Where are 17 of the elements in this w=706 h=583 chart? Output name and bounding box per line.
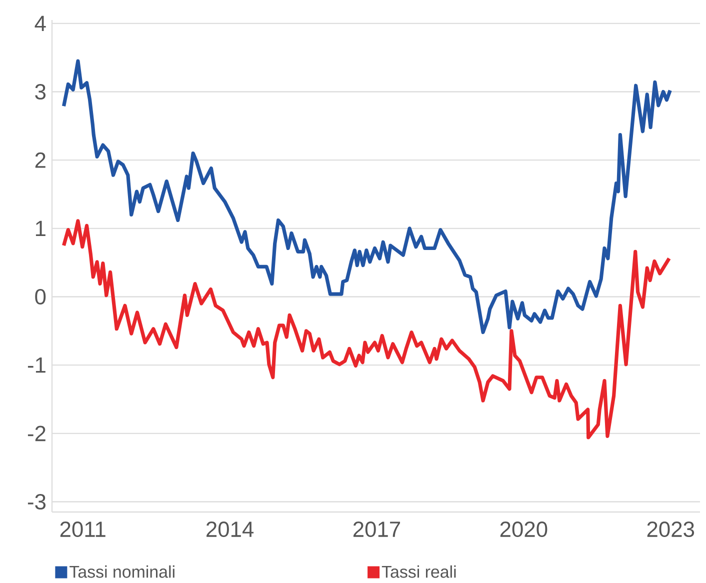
x-tick-label: 2023 [647,522,694,538]
x-tick-label: 2020 [500,522,548,538]
y-tick-label: -1 [28,358,46,373]
y-tick-label: -3 [28,494,46,510]
y-tick-label: 1 [36,220,46,236]
line-series [62,59,672,334]
x-tick-label: 2014 [206,522,254,538]
y-tick-label: 3 [35,84,46,100]
x-tick-label: 2011 [60,522,106,538]
y-tick-label: -2 [28,426,46,442]
legend-label: Tassi reali [382,565,456,578]
line-series [62,219,671,440]
y-tick-label: 4 [34,16,46,31]
x-tick-label: 2017 [353,522,400,538]
legend-label: Tassi nominali [70,565,174,578]
y-tick-label: 0 [35,288,46,305]
y-tick-label: 2 [35,152,46,168]
